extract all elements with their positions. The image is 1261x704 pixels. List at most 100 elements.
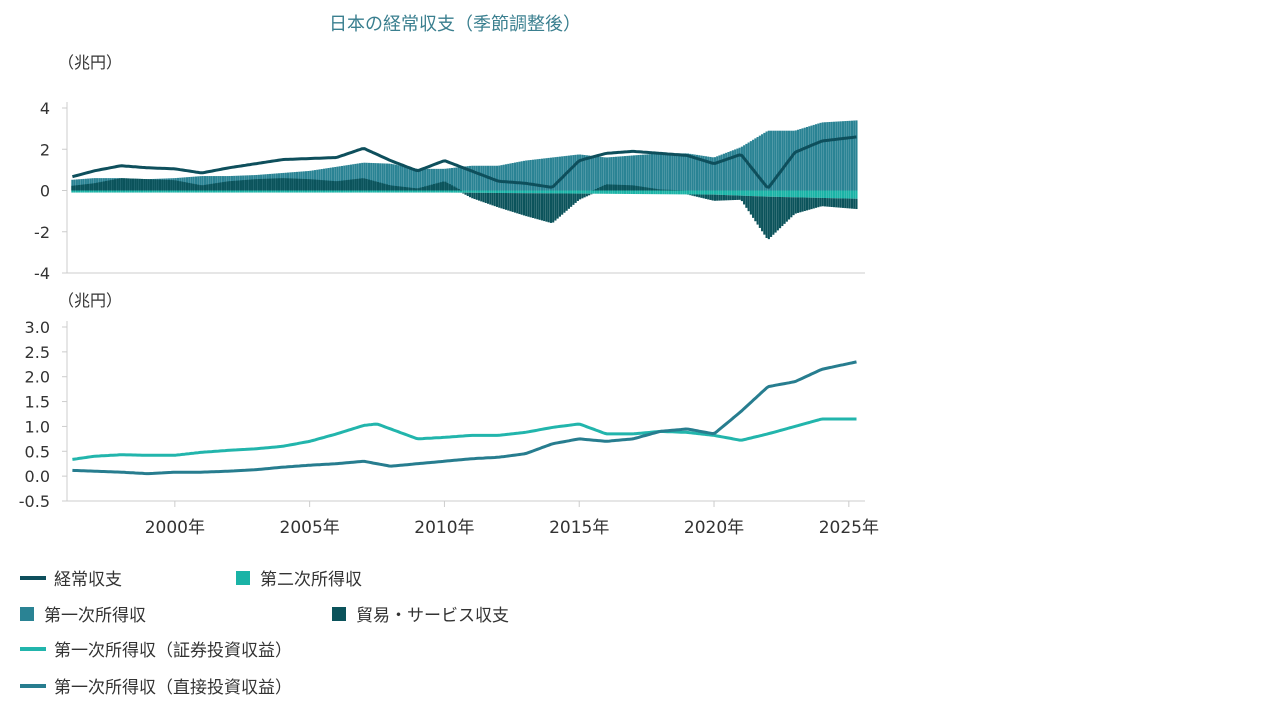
trade-services-bar	[406, 187, 409, 191]
trade-services-bar	[603, 184, 606, 191]
primary-income-bar	[761, 134, 764, 191]
trade-services-bar	[787, 197, 791, 220]
primary-income-bar	[722, 153, 725, 191]
trade-services-bar	[615, 184, 618, 191]
trade-services-bar	[666, 189, 669, 191]
primary-income-bar	[527, 160, 530, 191]
secondary-income-bar	[363, 190, 366, 193]
secondary-income-bar	[664, 190, 667, 195]
trade-services-bar	[720, 194, 723, 201]
secondary-income-bar	[520, 190, 523, 194]
trade-services-bar	[264, 178, 267, 191]
secondary-income-bar	[570, 190, 573, 194]
trade-services-bar	[671, 189, 674, 191]
trade-services-bar	[570, 193, 573, 207]
trade-services-bar	[731, 195, 734, 201]
trade-services-bar	[597, 188, 600, 191]
secondary-income-bar	[78, 190, 81, 193]
primary-income-bar	[424, 168, 427, 191]
secondary-income-bar	[653, 190, 656, 195]
primary-income-bar	[206, 176, 209, 191]
trade-services-bar	[304, 179, 308, 191]
trade-services-bar	[215, 183, 218, 191]
primary-income-bar	[671, 153, 674, 191]
trade-services-bar	[756, 196, 759, 225]
secondary-income-bar	[592, 190, 595, 194]
x-tick-label: 2010年	[414, 518, 474, 538]
trade-services-bar	[262, 178, 265, 191]
trade-services-bar	[275, 178, 278, 191]
trade-services-bar	[716, 194, 719, 201]
secondary-income-bar	[576, 190, 579, 194]
secondary-income-bar	[253, 190, 256, 193]
secondary-income-bar	[792, 190, 795, 198]
legend-portfolio-income: 第一次所得収（証券投資収益）	[20, 636, 292, 661]
trade-services-bar	[93, 183, 96, 191]
trade-services-bar	[426, 185, 429, 191]
secondary-income-bar	[841, 190, 845, 199]
trade-services-bar	[428, 185, 431, 191]
secondary-income-bar	[390, 190, 393, 193]
secondary-income-bar	[154, 190, 157, 193]
secondary-income-bar	[403, 190, 406, 193]
trade-services-bar	[325, 180, 328, 191]
secondary-income-bar	[556, 190, 559, 194]
secondary-income-bar	[713, 190, 716, 195]
trade-services-bar	[87, 183, 90, 191]
secondary-income-bar	[828, 190, 831, 199]
trade-services-bar	[208, 184, 211, 191]
trade-services-bar	[493, 192, 496, 207]
trade-services-bar	[489, 192, 492, 205]
trade-services-bar	[302, 178, 305, 191]
trade-services-bar	[659, 189, 663, 191]
secondary-income-bar	[289, 190, 292, 193]
secondary-income-bar	[190, 190, 193, 193]
secondary-income-bar	[365, 190, 368, 193]
legend-trade-services: 貿易・サービス収支	[332, 601, 509, 626]
trade-services-bar	[140, 178, 144, 191]
primary-income-bar	[698, 155, 701, 191]
trade-services-bar	[707, 194, 710, 200]
secondary-income-bar	[516, 190, 519, 194]
primary-income-bar	[547, 157, 550, 191]
secondary-income-bar	[581, 190, 584, 194]
secondary-income-bar	[320, 190, 323, 193]
trade-services-bar	[480, 192, 483, 202]
trade-services-bar	[558, 193, 561, 217]
secondary-income-bar	[437, 190, 440, 193]
trade-services-bar	[734, 195, 737, 201]
secondary-income-bar	[87, 190, 90, 193]
secondary-income-bar	[583, 190, 586, 194]
secondary-income-bar	[639, 190, 642, 195]
trade-services-bar	[576, 193, 579, 201]
primary-income-bar	[197, 176, 200, 191]
trade-services-bar	[770, 196, 773, 237]
trade-services-bar	[242, 180, 245, 191]
primary-income-bar	[832, 121, 836, 191]
secondary-income-bar	[199, 190, 202, 193]
primary-income-bar	[736, 148, 739, 191]
primary-income-bar	[657, 153, 660, 191]
y-tick-label: 2	[40, 140, 50, 159]
trade-services-bar	[529, 193, 532, 218]
primary-income-bar	[823, 122, 827, 191]
secondary-income-bar	[839, 190, 842, 199]
trade-services-bar	[237, 180, 240, 191]
primary-income-bar	[73, 179, 76, 191]
x-tick-label: 2005年	[280, 518, 340, 538]
primary-income-bar	[415, 168, 418, 191]
secondary-income-bar	[655, 190, 658, 195]
secondary-income-bar	[451, 190, 454, 193]
trade-services-bar	[421, 186, 424, 191]
secondary-income-bar	[543, 190, 546, 194]
secondary-income-bar	[158, 190, 162, 193]
trade-services-bar	[623, 185, 627, 191]
secondary-income-bar	[251, 190, 254, 193]
primary-income-bar	[812, 124, 815, 191]
primary-income-bar	[500, 165, 503, 191]
primary-income-bar	[194, 176, 198, 191]
primary-income-bar	[752, 139, 755, 191]
secondary-income-bar	[185, 190, 189, 193]
trade-services-bar	[758, 196, 761, 228]
trade-services-bar	[538, 193, 541, 220]
